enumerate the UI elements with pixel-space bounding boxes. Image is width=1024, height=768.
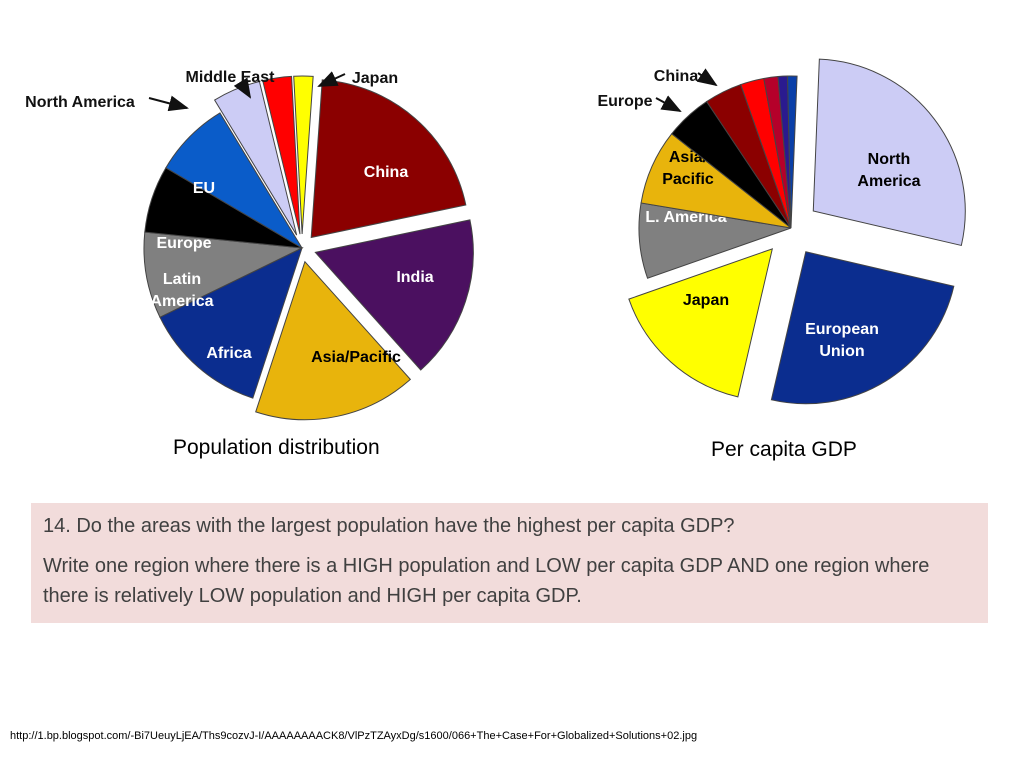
population-label-japan: Japan: [352, 70, 398, 87]
population-slice-japan: [293, 75, 314, 235]
gdp-slice-european-union: [770, 251, 955, 405]
population-slice-china: [310, 79, 467, 239]
question-line-2: Write one region where there is a HIGH p…: [43, 555, 930, 607]
population-label-africa: Africa: [206, 345, 251, 362]
population-label-latin-america: Latin America: [150, 271, 213, 310]
population-callout-arrow-japan: [317, 71, 346, 87]
population-slice-middle-east: [262, 75, 301, 235]
gdp-slice-japan: [628, 248, 773, 398]
population-pie-chart: China India Asia/Pacific Africa Latin America…: [25, 69, 474, 421]
gdp-label-china: China: [654, 68, 699, 85]
population-slice-asia-pacific: [255, 260, 412, 421]
population-label-europe: Europe: [156, 235, 211, 252]
population-label-asia-pacific: Asia/Pacific: [311, 349, 401, 366]
population-label-north-america: North America: [25, 94, 135, 111]
gdp-label-european-union: European Union: [805, 321, 879, 360]
question-line-1: 14. Do the areas with the largest popula…: [43, 515, 735, 537]
population-slice-latin-america: [143, 231, 304, 318]
population-label-eu: EU: [193, 180, 215, 197]
population-slice-india: [314, 219, 474, 371]
gdp-label-japan: Japan: [683, 292, 729, 309]
gdp-slice-north-america: [812, 58, 966, 247]
gdp-callout-arrow-china: [696, 68, 718, 87]
gdp-slice-unlabeled: [787, 75, 798, 229]
gdp-callout-arrow-europe: [655, 95, 682, 112]
population-callout-arrow-middle-east: [233, 77, 252, 99]
charts-canvas: China India Asia/Pacific Africa Latin America…: [25, 58, 966, 421]
population-label-india: India: [396, 269, 433, 286]
population-label-middle-east: Middle East: [186, 69, 276, 86]
population-callout-arrow-north-america: [148, 95, 189, 112]
source-url: http://1.bp.blogspot.com/-Bi7UeuyLjEA/Th…: [10, 730, 698, 742]
gdp-chart-caption: Per capita GDP: [711, 438, 857, 461]
gdp-label-europe: Europe: [597, 93, 652, 110]
population-slice-africa: [159, 247, 303, 399]
population-slice-eu: [165, 112, 303, 249]
question-box: 14. Do the areas with the largest popula…: [31, 503, 988, 623]
gdp-label-north-america: North America: [857, 151, 920, 190]
population-chart-caption: Population distribution: [173, 436, 380, 459]
population-label-china: China: [364, 164, 409, 181]
